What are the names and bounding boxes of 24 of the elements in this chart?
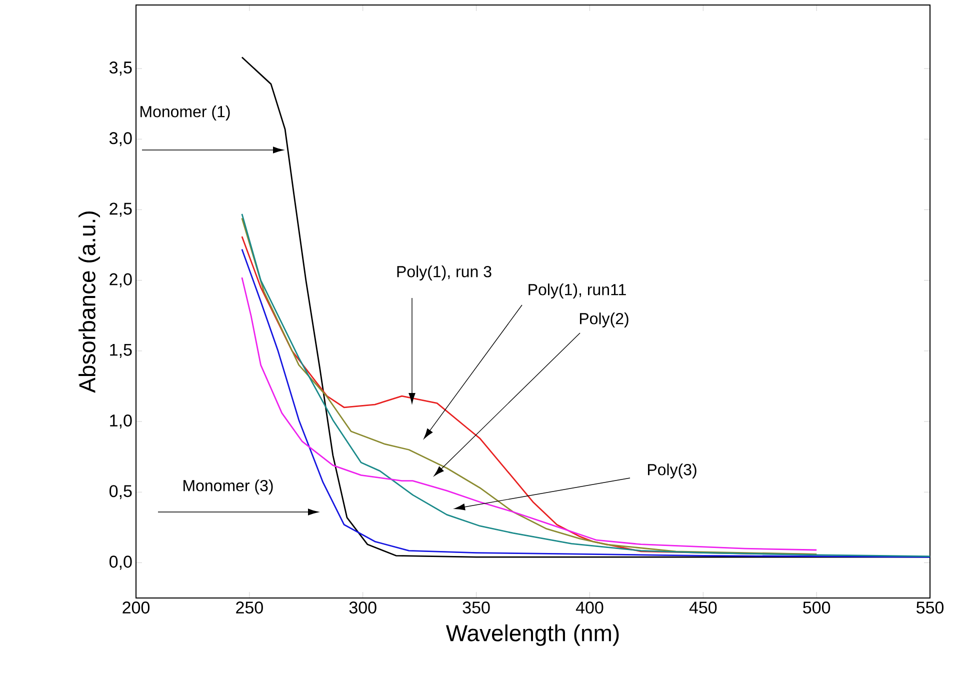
x-tick-label: 450 (689, 602, 717, 614)
x-tick-label: 250 (236, 602, 263, 614)
y-tick-label: 0,0 (109, 556, 132, 570)
annotation: Poly(1), run 3 (397, 266, 492, 280)
y-tick-label: 2,5 (110, 202, 132, 217)
annotation: Poly(1), run11 (528, 284, 626, 298)
x-tick-label: 300 (349, 602, 376, 614)
x-tick-label: 500 (803, 602, 830, 614)
x-tick-label: 550 (916, 602, 944, 614)
annotation: Monomer (1) (140, 106, 230, 120)
y-tick-label: 3,5 (109, 62, 132, 76)
annotation: Monomer (3) (184, 480, 273, 494)
y-axis-title: Absorbance (a.u.) (78, 212, 100, 393)
y-tick-label: 1,0 (110, 414, 132, 429)
x-tick-label: 200 (122, 602, 150, 614)
x-tick-label: 400 (576, 602, 604, 614)
annotation: Poly(3) (648, 464, 696, 478)
y-tick-label: 3,0 (109, 132, 132, 146)
annotation: Poly(2) (580, 312, 628, 328)
x-tick-label: 350 (462, 602, 490, 614)
x-axis-title: Wavelength (nm) (446, 624, 619, 646)
y-tick-label: 1,5 (110, 344, 132, 358)
y-tick-label: 0,5 (109, 485, 132, 500)
y-tick-label: 2,0 (110, 273, 132, 288)
